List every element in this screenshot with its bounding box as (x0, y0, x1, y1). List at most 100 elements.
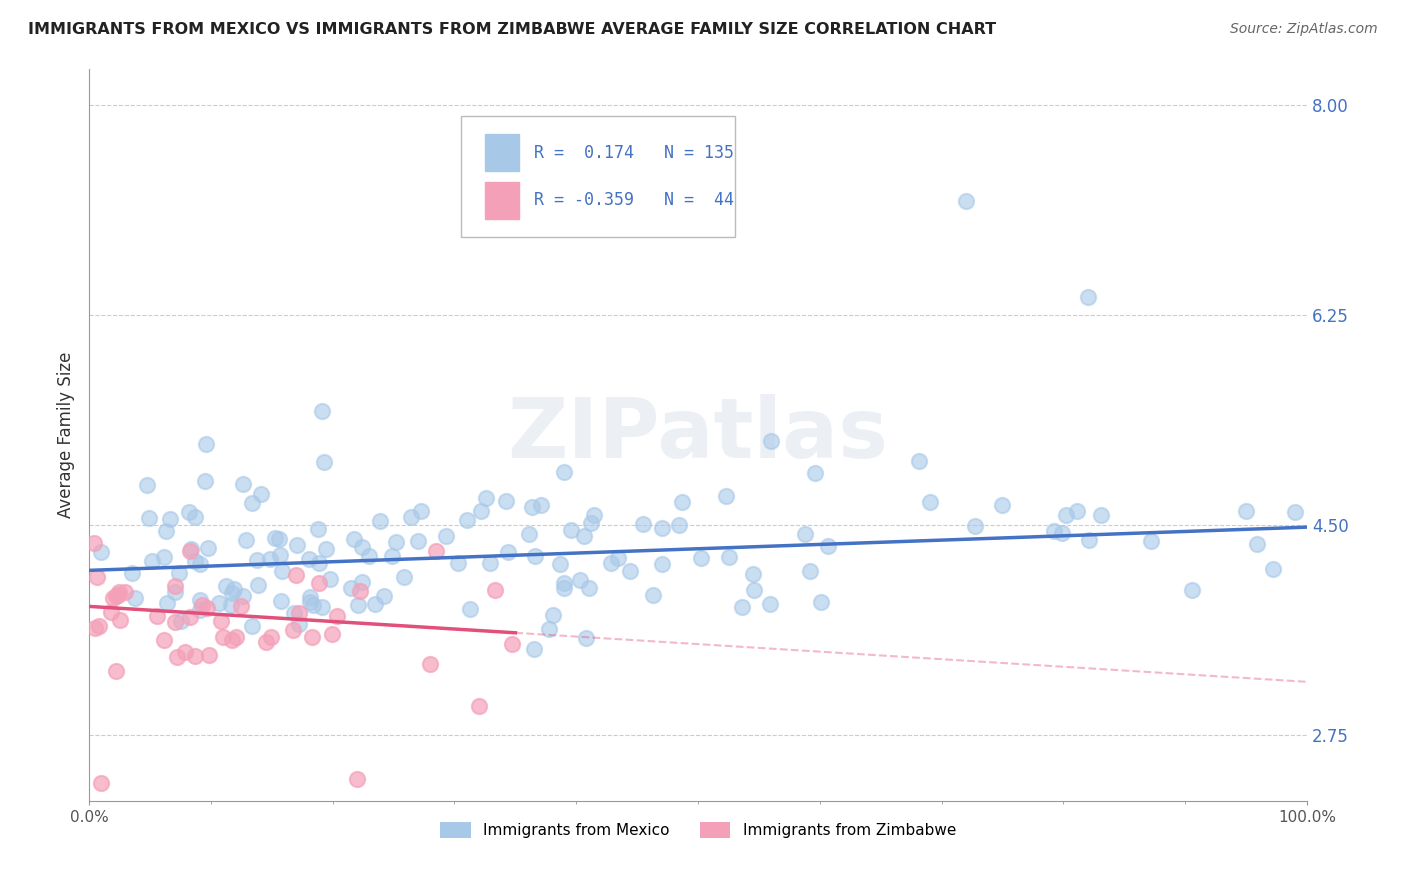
Point (495, 494, 517, 508)
Point (194, 475, 217, 489)
Point (298, 595, 321, 609)
Point (105, 589, 128, 603)
Point (963, 518, 986, 533)
Legend: Immigrants from Mexico, Immigrants from Zimbabwe: Immigrants from Mexico, Immigrants from … (434, 816, 962, 845)
Point (392, 570, 415, 584)
Point (804, 466, 827, 480)
Point (90, 545, 112, 559)
Point (141, 554, 163, 568)
Point (759, 434, 782, 448)
Point (283, 607, 305, 621)
Point (177, 505, 200, 519)
Point (364, 597, 387, 611)
Point (381, 549, 404, 563)
Point (553, 581, 575, 595)
Point (153, 632, 176, 647)
Point (269, 533, 291, 547)
Point (222, 582, 245, 596)
Point (264, 531, 287, 545)
Point (690, 551, 713, 566)
Point (100, 606, 122, 620)
Point (155, 524, 177, 539)
Point (572, 529, 595, 543)
Point (343, 533, 366, 547)
Point (501, 637, 523, 651)
Point (908, 454, 931, 468)
Point (582, 508, 605, 523)
Point (299, 591, 322, 605)
Point (384, 535, 406, 549)
Point (352, 575, 374, 590)
Point (742, 582, 765, 597)
Point (221, 586, 243, 600)
Point (190, 603, 212, 617)
Point (285, 538, 308, 552)
Point (447, 556, 470, 570)
Point (104, 664, 127, 678)
Point (1139, 534, 1161, 549)
Point (578, 581, 600, 595)
Point (530, 498, 553, 512)
Point (631, 516, 654, 531)
Point (194, 437, 217, 451)
Point (1090, 508, 1112, 522)
Point (326, 608, 349, 623)
Point (240, 619, 263, 633)
Point (553, 465, 575, 479)
Point (108, 584, 131, 599)
Point (221, 598, 243, 612)
Point (288, 616, 311, 631)
Point (1181, 582, 1204, 597)
Point (208, 596, 231, 610)
Point (460, 602, 482, 616)
Point (425, 543, 447, 558)
Point (955, 194, 977, 208)
Point (373, 589, 395, 603)
Point (399, 509, 422, 524)
Point (569, 574, 592, 588)
Point (190, 599, 212, 613)
Point (346, 772, 368, 787)
Point (138, 511, 160, 525)
Point (301, 598, 323, 612)
Point (793, 526, 815, 541)
Point (419, 657, 441, 672)
Point (209, 615, 232, 629)
Point (101, 591, 124, 605)
Bar (485, 135, 519, 171)
Point (314, 454, 336, 468)
Point (197, 541, 219, 555)
Point (1284, 505, 1306, 519)
Point (517, 527, 540, 541)
Point (166, 650, 188, 665)
Point (581, 516, 603, 531)
Point (146, 608, 169, 623)
Point (718, 550, 741, 565)
Point (810, 595, 832, 609)
Point (232, 477, 254, 491)
Point (434, 529, 457, 543)
Point (270, 564, 292, 578)
Point (190, 557, 212, 571)
Point (221, 632, 243, 647)
Point (212, 630, 235, 644)
Point (270, 594, 292, 608)
Point (340, 581, 363, 595)
Point (1263, 562, 1285, 576)
Point (163, 585, 186, 599)
Point (153, 550, 176, 565)
Point (83, 536, 105, 550)
Point (349, 584, 371, 599)
Point (215, 579, 238, 593)
Point (716, 490, 738, 504)
Point (741, 566, 763, 581)
Point (467, 698, 489, 713)
Point (409, 504, 432, 518)
Point (307, 523, 329, 537)
Point (235, 533, 257, 548)
Point (179, 544, 201, 558)
Point (520, 500, 543, 515)
Point (254, 635, 277, 649)
Point (184, 554, 207, 568)
Point (799, 564, 821, 578)
